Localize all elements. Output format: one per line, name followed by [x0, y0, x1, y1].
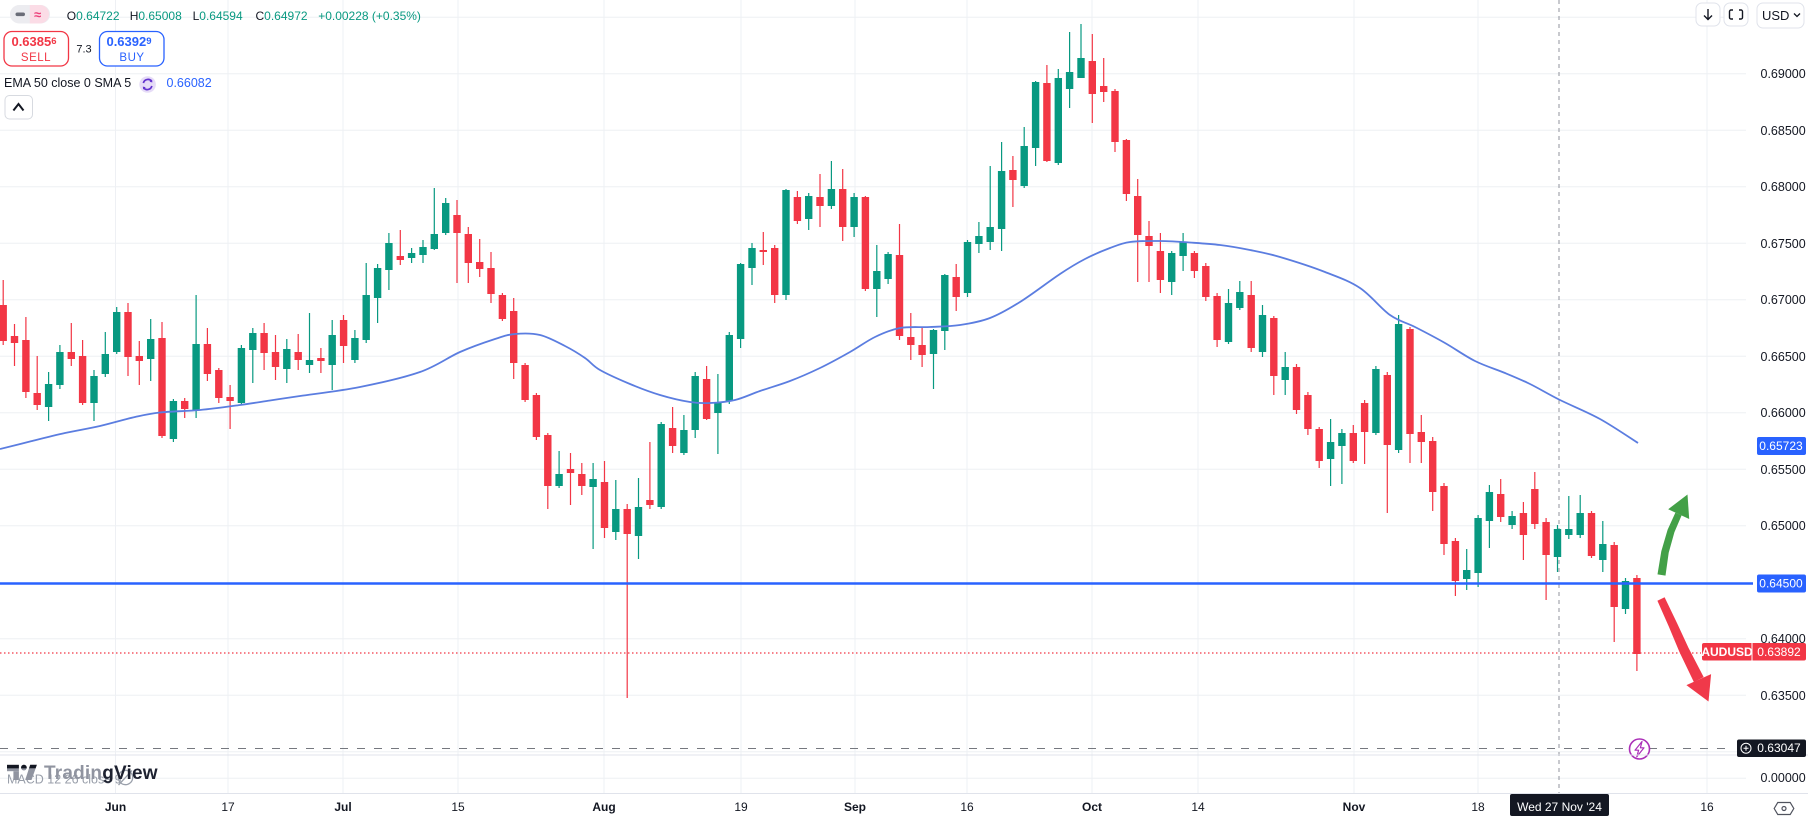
svg-text:MACD 12 26 close 9: MACD 12 26 close 9	[7, 773, 122, 787]
svg-text:0.65500: 0.65500	[1761, 463, 1806, 477]
svg-text:0.65000: 0.65000	[1761, 519, 1806, 533]
svg-text:0.64500: 0.64500	[1759, 577, 1803, 591]
svg-text:USD: USD	[1762, 8, 1789, 23]
svg-text:Sep: Sep	[844, 800, 866, 814]
svg-text:0.63856: 0.63856	[11, 34, 56, 49]
svg-text:7.3: 7.3	[76, 44, 91, 56]
svg-text:Wed 27 Nov '24: Wed 27 Nov '24	[1517, 800, 1602, 814]
svg-text:14: 14	[1191, 800, 1205, 814]
svg-text:0.67500: 0.67500	[1761, 237, 1806, 251]
svg-text:0.68500: 0.68500	[1761, 124, 1806, 138]
svg-text:16: 16	[960, 800, 974, 814]
svg-text:EMA 50 close 0 SMA 5: EMA 50 close 0 SMA 5	[4, 76, 131, 90]
svg-text:16: 16	[1700, 800, 1714, 814]
svg-text:0.63892: 0.63892	[1757, 645, 1801, 659]
svg-text:19: 19	[734, 800, 748, 814]
svg-text:0.69000: 0.69000	[1761, 67, 1806, 81]
svg-text:0.66500: 0.66500	[1761, 350, 1806, 364]
svg-text:SELL: SELL	[21, 52, 51, 64]
svg-text:0.00000: 0.00000	[1761, 771, 1806, 785]
svg-text:0.64000: 0.64000	[1761, 632, 1806, 646]
svg-text:0.63929: 0.63929	[106, 34, 151, 49]
svg-text:15: 15	[451, 800, 465, 814]
svg-text:Jul: Jul	[334, 800, 351, 814]
svg-text:0.67000: 0.67000	[1761, 293, 1806, 307]
svg-text:Nov: Nov	[1343, 800, 1366, 814]
svg-text:0.63500: 0.63500	[1761, 689, 1806, 703]
svg-text:0.68000: 0.68000	[1761, 180, 1806, 194]
svg-text:0.66082: 0.66082	[167, 76, 212, 90]
svg-text:18: 18	[1471, 800, 1485, 814]
svg-text:Aug: Aug	[592, 800, 615, 814]
svg-text:BUY: BUY	[119, 52, 144, 64]
svg-text:0.65723: 0.65723	[1759, 439, 1803, 453]
svg-text:0.63047: 0.63047	[1757, 741, 1801, 755]
svg-text:17: 17	[221, 800, 235, 814]
svg-text:Jun: Jun	[105, 800, 126, 814]
svg-text:0.66000: 0.66000	[1761, 406, 1806, 420]
svg-text:Oct: Oct	[1082, 800, 1102, 814]
svg-text:≈: ≈	[34, 7, 41, 22]
svg-text:TradingView: TradingView	[44, 763, 158, 784]
svg-text:AUDUSD: AUDUSD	[1701, 645, 1753, 659]
